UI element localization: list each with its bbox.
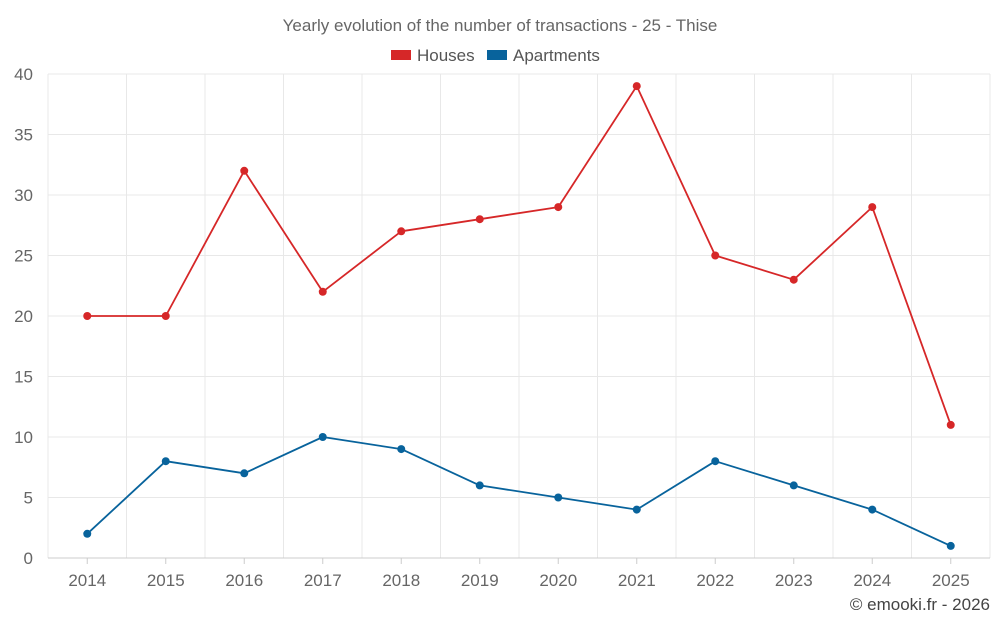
data-point-houses[interactable] [161, 312, 170, 320]
y-tick-label: 0 [24, 549, 33, 568]
data-point-apartments[interactable] [789, 481, 798, 490]
data-point-houses[interactable] [554, 203, 563, 212]
x-tick-label: 2017 [304, 571, 342, 590]
data-point-apartments[interactable] [554, 493, 563, 502]
data-point-apartments[interactable] [946, 541, 955, 550]
series-line-houses [87, 85, 952, 426]
credit-text: © emooki.fr - 2026 [850, 595, 990, 614]
data-point-houses[interactable] [475, 215, 484, 224]
x-tick-label: 2023 [775, 571, 813, 590]
data-point-houses[interactable] [868, 203, 877, 212]
data-point-apartments[interactable] [240, 469, 249, 478]
data-point-houses[interactable] [83, 312, 92, 320]
legend-swatch-apartments [487, 50, 507, 60]
legend-item-apartments[interactable]: Apartments [487, 46, 600, 65]
series-houses [83, 82, 955, 429]
x-tick-label: 2024 [853, 571, 891, 590]
x-tick-label: 2020 [539, 571, 577, 590]
y-tick-label: 15 [14, 368, 33, 387]
x-tick-label: 2019 [461, 571, 499, 590]
data-point-houses[interactable] [946, 420, 955, 429]
data-point-houses[interactable] [632, 82, 641, 91]
series-apartments [83, 433, 955, 550]
data-point-houses[interactable] [397, 227, 406, 236]
series [83, 82, 955, 550]
legend: Houses Apartments [391, 46, 600, 65]
data-point-houses[interactable] [240, 166, 249, 175]
legend-swatch-houses [391, 50, 411, 60]
x-tick-label: 2016 [225, 571, 263, 590]
x-tick-label: 2015 [147, 571, 185, 590]
x-tick-label: 2014 [68, 571, 106, 590]
y-tick-label: 5 [24, 489, 33, 508]
y-tick-label: 20 [14, 307, 33, 326]
y-tick-label: 10 [14, 428, 33, 447]
x-tick-label: 2018 [382, 571, 420, 590]
data-point-apartments[interactable] [161, 457, 170, 466]
legend-label-houses: Houses [417, 46, 475, 65]
y-tick-label: 40 [14, 65, 33, 84]
series-line-apartments [86, 436, 952, 547]
legend-label-apartments: Apartments [513, 46, 600, 65]
data-point-apartments[interactable] [318, 433, 327, 441]
y-tick-label: 35 [14, 126, 33, 145]
y-tick-label: 25 [14, 247, 33, 266]
data-point-apartments[interactable] [868, 505, 877, 514]
data-point-apartments[interactable] [83, 529, 92, 538]
data-point-apartments[interactable] [397, 445, 406, 454]
x-tick-label: 2021 [618, 571, 656, 590]
legend-item-houses[interactable]: Houses [391, 46, 475, 65]
data-point-apartments[interactable] [632, 505, 641, 514]
grid [47, 73, 991, 558]
data-point-houses[interactable] [318, 287, 327, 296]
x-tick-label: 2025 [932, 571, 970, 590]
data-point-apartments[interactable] [711, 457, 720, 466]
x-tick-label: 2022 [696, 571, 734, 590]
data-point-apartments[interactable] [475, 481, 484, 490]
data-point-houses[interactable] [789, 275, 798, 284]
data-point-houses[interactable] [711, 251, 720, 260]
chart-title: Yearly evolution of the number of transa… [283, 16, 718, 35]
y-tick-label: 30 [14, 186, 33, 205]
